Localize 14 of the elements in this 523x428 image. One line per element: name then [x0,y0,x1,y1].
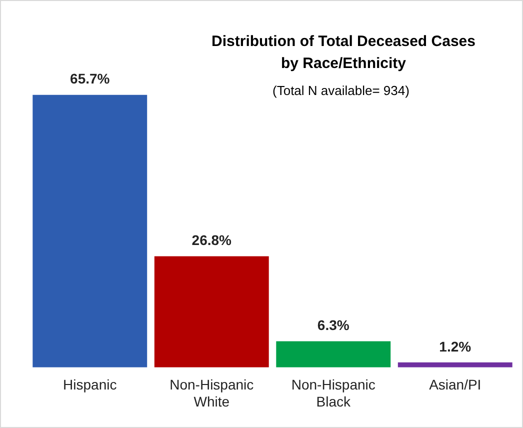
x-tick-label: Non-Hispanic Black [291,376,376,410]
x-tick-label: Non-Hispanic White [170,376,254,410]
bar [276,341,391,368]
data-label: 1.2% [439,338,472,354]
data-label: 26.8% [192,232,232,248]
bar [154,256,269,368]
chart-subtitle: (Total N available= 934) [272,83,410,98]
x-tick-label: Asian/PI [429,376,482,393]
bar [32,94,148,368]
chart-title: Distribution of Total Deceased Cases by Race/Ethnicity [210,32,476,74]
data-label: 6.3% [317,317,350,334]
bar [398,362,512,368]
x-tick-label: Hispanic [63,376,117,393]
data-label: 65.7% [70,70,110,87]
